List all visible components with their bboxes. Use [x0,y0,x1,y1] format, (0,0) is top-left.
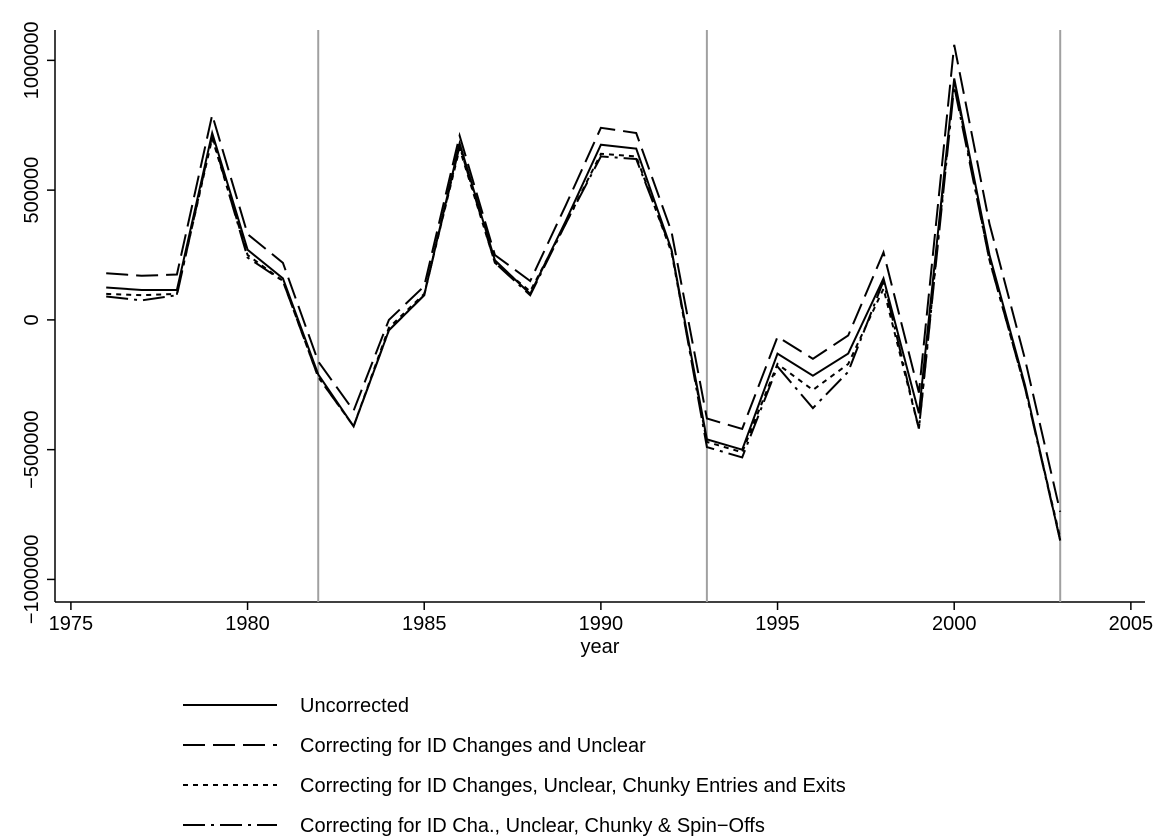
y-tick-label: 0 [21,314,43,325]
x-tick-label: 2005 [1109,613,1154,635]
legend-label: Correcting for ID Changes and Unclear [300,735,646,757]
y-tick-label: −1000000 [21,535,43,625]
series-line [106,78,1062,541]
x-axis-label: year [581,636,620,658]
series-line [106,80,1062,539]
legend-label: Correcting for ID Changes, Unclear, Chun… [300,775,846,797]
y-tick-label: 500000 [21,157,43,224]
x-tick-label: 1980 [225,613,270,635]
x-tick-label: 2000 [932,613,977,635]
legend-label: Correcting for ID Cha., Unclear, Chunky … [300,815,765,837]
y-tick-label: −500000 [21,410,43,488]
x-tick-label: 1975 [49,613,94,635]
legend-label: Uncorrected [300,695,409,717]
series-line [106,44,1062,513]
x-tick-label: 1990 [579,613,624,635]
x-tick-label: 1995 [755,613,800,635]
y-tick-label: 1000000 [21,21,43,99]
series-line [106,86,1062,541]
x-tick-label: 1985 [402,613,447,635]
